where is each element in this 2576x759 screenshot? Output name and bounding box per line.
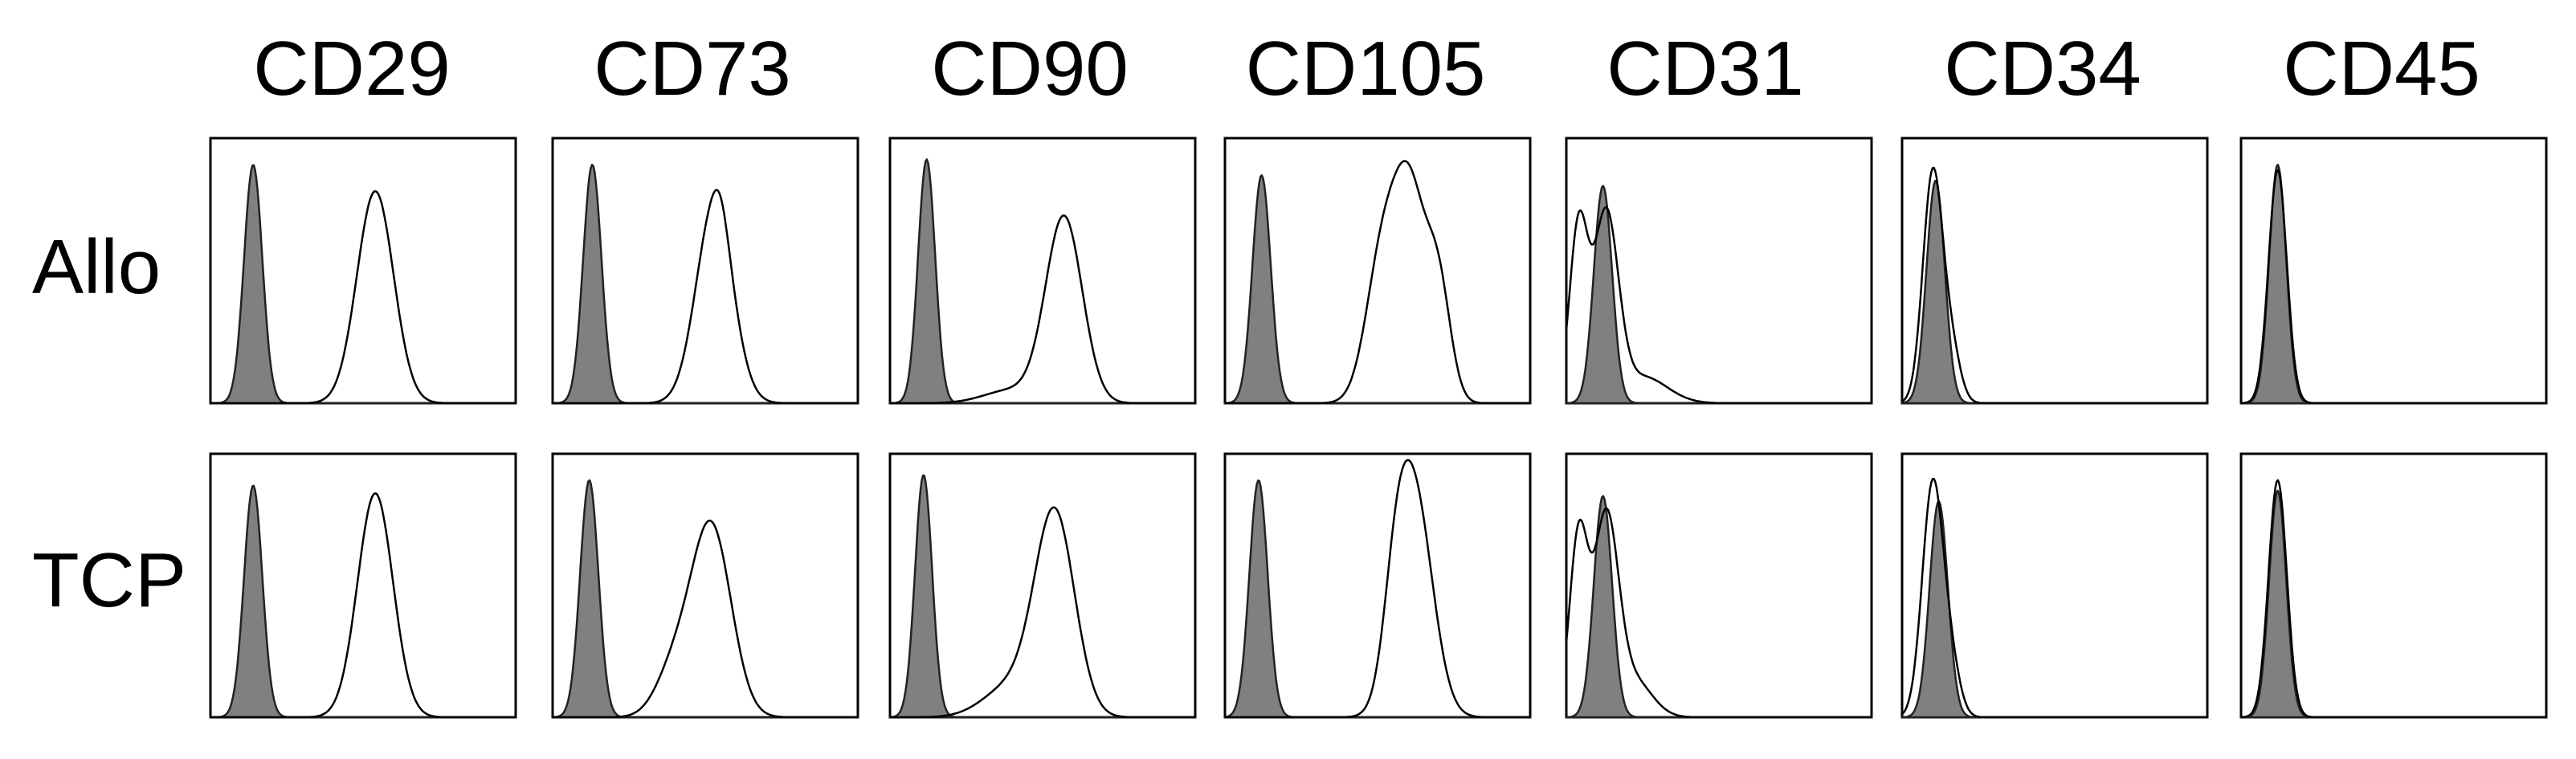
column-label-cd90: CD90 <box>931 26 1128 112</box>
marker-histogram-allo-cd45 <box>2240 169 2546 405</box>
marker-histogram-tcp-cd34 <box>1901 477 2207 719</box>
marker-histogram-tcp-cd45 <box>2240 479 2546 719</box>
marker-histogram-allo-cd34 <box>1901 166 2207 405</box>
histogram-panel-tcp-cd73 <box>551 452 859 719</box>
marker-histogram-tcp-cd31 <box>1565 507 1872 719</box>
histogram-panel-tcp-cd45 <box>2239 452 2548 719</box>
row-label-allo: Allo <box>32 224 161 310</box>
column-label-cd34: CD34 <box>1944 26 2141 112</box>
histogram-panel-allo-cd29 <box>209 137 517 405</box>
histogram-panel-allo-cd105 <box>1223 137 1532 405</box>
histogram-panel-tcp-cd29 <box>209 452 517 719</box>
marker-histogram-allo-cd90 <box>890 214 1195 405</box>
marker-histogram-tcp-cd73 <box>553 519 858 719</box>
histogram-panel-allo-cd45 <box>2239 137 2548 405</box>
column-label-cd31: CD31 <box>1606 26 1803 112</box>
histogram-panel-allo-cd31 <box>1565 137 1873 405</box>
histogram-panel-allo-cd34 <box>1900 137 2209 405</box>
histogram-panels <box>209 137 2548 719</box>
column-label-cd29: CD29 <box>253 26 450 112</box>
histogram-panel-tcp-cd90 <box>888 452 1197 719</box>
column-label-cd73: CD73 <box>594 26 790 112</box>
row-label-tcp: TCP <box>32 537 186 623</box>
marker-histogram-allo-cd73 <box>553 189 858 405</box>
histogram-panel-allo-cd90 <box>888 137 1197 405</box>
marker-histogram-tcp-cd29 <box>210 492 516 719</box>
histogram-panel-tcp-cd34 <box>1900 452 2209 719</box>
marker-histogram-tcp-cd90 <box>890 506 1195 719</box>
histogram-panel-tcp-cd31 <box>1565 452 1873 719</box>
panel-frame-allo-cd73 <box>551 137 859 405</box>
marker-histogram-allo-cd29 <box>210 190 516 405</box>
column-label-cd45: CD45 <box>2283 26 2480 112</box>
marker-histogram-allo-cd105 <box>1225 160 1530 405</box>
histogram-panel-allo-cd73 <box>551 137 859 405</box>
marker-histogram-tcp-cd105 <box>1225 459 1530 719</box>
marker-histogram-allo-cd31 <box>1565 206 1872 405</box>
column-label-cd105: CD105 <box>1246 26 1486 112</box>
marker-column-labels: CD29 CD73 CD90 CD105 CD31 CD34 CD45 <box>253 26 2480 112</box>
sample-row-labels: Allo TCP <box>32 224 186 623</box>
histogram-panel-tcp-cd105 <box>1223 452 1532 719</box>
panel-frame-tcp-cd90 <box>888 452 1197 719</box>
